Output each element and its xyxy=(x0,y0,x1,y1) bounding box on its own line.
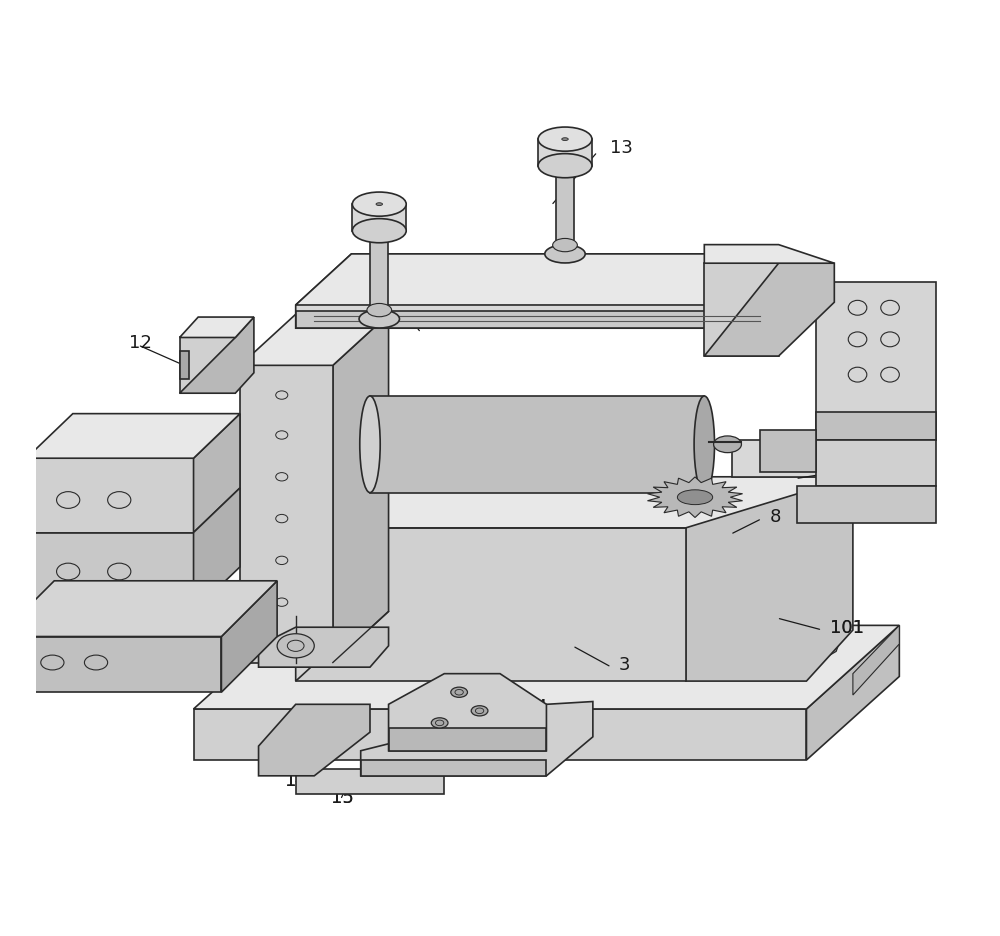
Ellipse shape xyxy=(714,436,741,453)
Polygon shape xyxy=(853,625,899,695)
Polygon shape xyxy=(704,245,834,264)
Polygon shape xyxy=(240,314,389,366)
Polygon shape xyxy=(180,352,189,380)
Polygon shape xyxy=(296,477,853,528)
Ellipse shape xyxy=(431,718,448,728)
Polygon shape xyxy=(370,397,704,493)
Ellipse shape xyxy=(376,203,383,206)
Text: 1: 1 xyxy=(80,454,92,473)
Polygon shape xyxy=(0,581,277,636)
Polygon shape xyxy=(180,317,254,394)
Polygon shape xyxy=(296,769,444,795)
Polygon shape xyxy=(704,264,779,357)
Polygon shape xyxy=(296,255,788,329)
Ellipse shape xyxy=(545,245,585,264)
Text: 14: 14 xyxy=(452,730,475,748)
Polygon shape xyxy=(194,709,806,760)
Polygon shape xyxy=(686,477,853,681)
Polygon shape xyxy=(389,674,546,751)
Polygon shape xyxy=(26,459,194,533)
Polygon shape xyxy=(194,415,240,533)
Polygon shape xyxy=(259,627,389,667)
Polygon shape xyxy=(296,477,351,681)
Text: 101: 101 xyxy=(830,619,864,636)
Polygon shape xyxy=(816,413,936,440)
Polygon shape xyxy=(361,702,593,776)
Text: 10: 10 xyxy=(737,255,759,273)
Text: 16: 16 xyxy=(285,771,307,790)
Polygon shape xyxy=(352,205,406,231)
Text: 9: 9 xyxy=(398,287,409,305)
Polygon shape xyxy=(556,167,574,255)
Polygon shape xyxy=(704,264,834,357)
Polygon shape xyxy=(732,440,853,477)
Polygon shape xyxy=(296,255,788,306)
Polygon shape xyxy=(760,431,816,473)
Polygon shape xyxy=(240,366,333,663)
Polygon shape xyxy=(221,581,277,693)
Polygon shape xyxy=(816,283,936,440)
Polygon shape xyxy=(816,440,936,487)
Ellipse shape xyxy=(360,397,380,493)
Ellipse shape xyxy=(562,139,568,141)
Polygon shape xyxy=(26,415,240,459)
Text: 15: 15 xyxy=(331,788,354,806)
Text: 4: 4 xyxy=(535,697,547,715)
Polygon shape xyxy=(26,533,194,612)
Ellipse shape xyxy=(352,219,406,243)
Polygon shape xyxy=(389,728,546,751)
Polygon shape xyxy=(180,338,235,394)
Text: 103: 103 xyxy=(844,461,878,479)
Polygon shape xyxy=(194,625,899,709)
Polygon shape xyxy=(813,629,841,661)
Ellipse shape xyxy=(694,397,715,493)
Polygon shape xyxy=(259,705,370,776)
Polygon shape xyxy=(538,140,592,167)
Polygon shape xyxy=(180,317,254,338)
Ellipse shape xyxy=(538,154,592,179)
Text: 16: 16 xyxy=(285,771,307,790)
Text: 13: 13 xyxy=(610,139,632,157)
Text: 15: 15 xyxy=(331,788,354,806)
Ellipse shape xyxy=(352,193,406,217)
Polygon shape xyxy=(647,477,743,518)
Ellipse shape xyxy=(367,304,392,317)
Ellipse shape xyxy=(451,687,467,697)
Polygon shape xyxy=(296,528,686,681)
Text: 8: 8 xyxy=(769,507,781,525)
Polygon shape xyxy=(296,312,732,329)
Polygon shape xyxy=(806,625,899,760)
Ellipse shape xyxy=(277,634,314,658)
Ellipse shape xyxy=(471,706,488,716)
Ellipse shape xyxy=(538,128,592,152)
Text: 102: 102 xyxy=(844,433,878,451)
Text: 11: 11 xyxy=(797,294,820,312)
Ellipse shape xyxy=(553,240,577,253)
Text: 3: 3 xyxy=(619,656,630,674)
Ellipse shape xyxy=(677,490,713,505)
Polygon shape xyxy=(370,231,388,319)
Polygon shape xyxy=(333,314,389,663)
Polygon shape xyxy=(361,760,546,776)
Ellipse shape xyxy=(359,311,399,329)
Polygon shape xyxy=(0,636,221,693)
Text: 101: 101 xyxy=(830,619,864,636)
Polygon shape xyxy=(797,487,936,523)
Polygon shape xyxy=(194,489,240,612)
Text: 12: 12 xyxy=(129,334,151,352)
